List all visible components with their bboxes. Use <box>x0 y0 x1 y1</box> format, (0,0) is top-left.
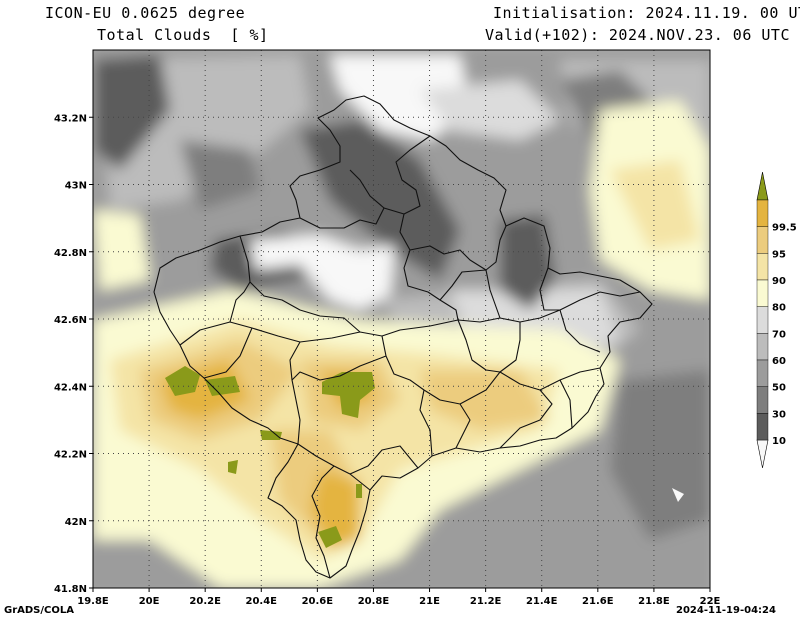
border-outline <box>179 291 653 579</box>
colorbar-segment <box>756 306 769 334</box>
tick-label-lon: 20.2E <box>189 596 221 607</box>
colorbar-bottom-arrow <box>756 439 769 469</box>
admin-borders <box>153 95 653 579</box>
tick-label-lon: 20.8E <box>358 596 390 607</box>
init-time: Initialisation: 2024.11.19. 00 UTC <box>493 4 800 22</box>
colorbar-label: 60 <box>772 356 786 367</box>
tick-label-lon: 21.8E <box>638 596 670 607</box>
colorbar-label: 90 <box>772 276 786 287</box>
field-clear <box>250 235 395 310</box>
colorbar-label: 80 <box>772 303 786 314</box>
tick-label-lon: 22E <box>700 596 721 607</box>
colorbar-segment <box>756 279 769 307</box>
colorbar-label: 50 <box>772 383 786 394</box>
tick-label-lat: 43N <box>65 181 87 192</box>
tick-label-lon: 21.6E <box>582 596 614 607</box>
field-olive <box>165 366 375 548</box>
cloud-field <box>93 50 710 588</box>
colorbar-segment <box>756 333 769 361</box>
tick-label-lat: 43.2N <box>54 113 87 124</box>
colorbar-label: 10 <box>772 436 786 447</box>
tick-label-lon: 21E <box>419 596 440 607</box>
axis-ticks: 19.8E 20E 20.2E 20.4E 20.6E 20.8E 21E 21.2E 21.4… <box>54 113 721 607</box>
colorbar-top-arrow <box>756 171 769 201</box>
tick-label-lon: 20.6E <box>302 596 334 607</box>
tick-label-lat: 41.8N <box>54 584 87 595</box>
variable-title: Total Clouds [ %] <box>97 26 269 44</box>
colorbar-segment <box>756 413 769 441</box>
tick-label-lat: 42.2N <box>54 450 87 461</box>
model-title: ICON-EU 0.0625 degree <box>45 4 246 22</box>
tick-label-lon: 19.8E <box>77 596 109 607</box>
credit-label: GrADS/COLA <box>4 605 74 616</box>
tick-label-lon: 21.4E <box>526 596 558 607</box>
colorbar-segment <box>756 386 769 414</box>
field-grey-dark <box>95 55 170 170</box>
colorbar-label: 99.5 <box>772 223 797 234</box>
colorbar-segment <box>756 253 769 281</box>
tick-label-lat: 42.6N <box>54 315 87 326</box>
run-timestamp: 2024-11-19-04:24 <box>676 605 776 616</box>
valid-time: Valid(+102): 2024.NOV.23. 06 UTC <box>485 26 790 44</box>
tick-label-lat: 42.4N <box>54 382 87 393</box>
colorbar: 10 30 50 60 70 80 90 95 99.5 <box>756 171 797 469</box>
tick-label-lat: 42.8N <box>54 248 87 259</box>
tick-label-lat: 42N <box>65 517 87 528</box>
colorbar-segment <box>756 199 769 227</box>
colorbar-label: 95 <box>772 249 786 260</box>
colorbar-segment <box>756 226 769 254</box>
border-north <box>153 95 641 346</box>
tick-label-lon: 20.4E <box>246 596 278 607</box>
colorbar-label: 30 <box>772 409 786 420</box>
colorbar-label: 70 <box>772 329 786 340</box>
tick-label-lon: 20E <box>139 596 160 607</box>
tick-label-lon: 21.2E <box>470 596 502 607</box>
colorbar-segment <box>756 359 769 387</box>
